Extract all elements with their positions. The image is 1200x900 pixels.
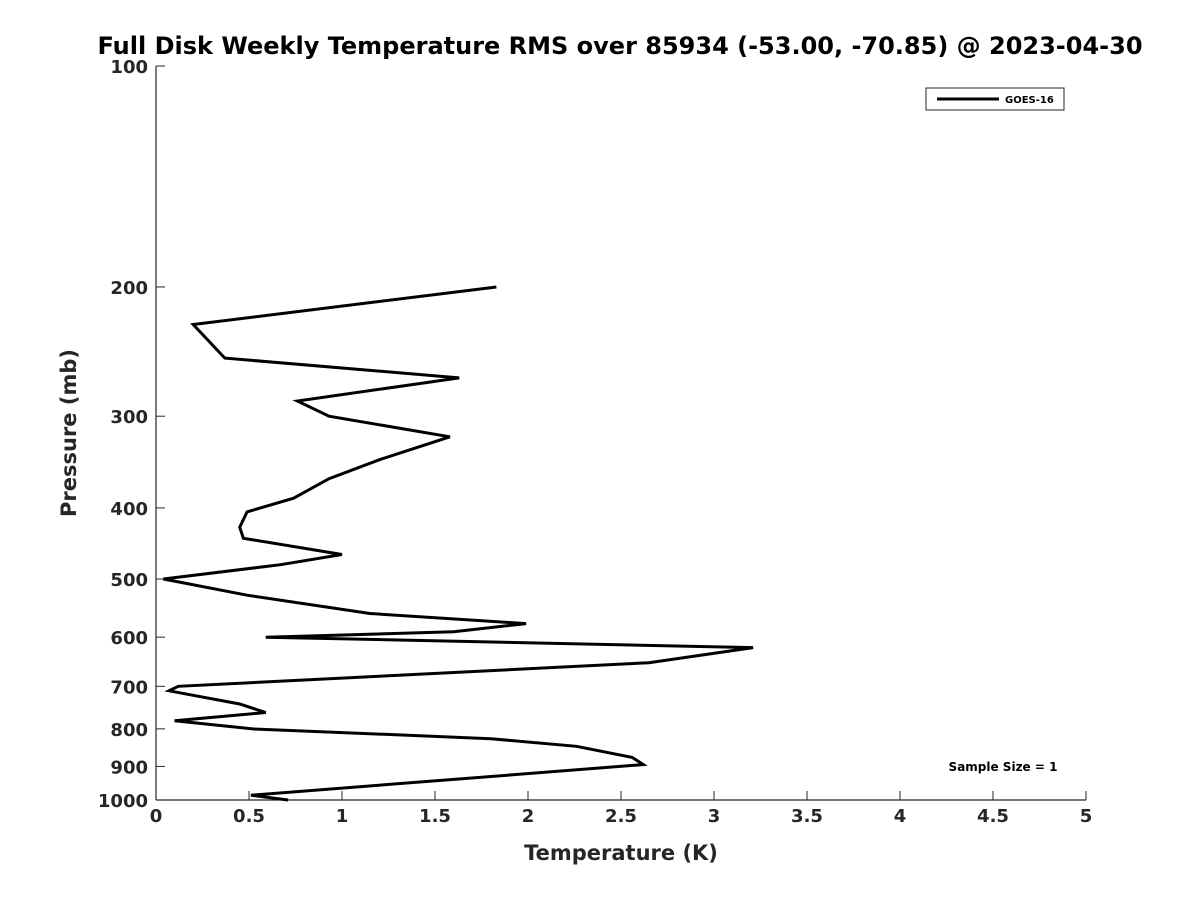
x-tick-label: 1.5 (419, 806, 451, 827)
y-tick-label: 900 (110, 757, 148, 778)
y-tick-label: 100 (110, 57, 148, 78)
x-tick-label: 0 (150, 806, 163, 827)
chart-title: Full Disk Weekly Temperature RMS over 85… (97, 32, 1142, 60)
y-axis-ticks: 100 200 300 400 500 600 700 800 900 1000 (98, 57, 165, 812)
y-tick-label: 500 (110, 570, 148, 591)
legend-label-goes-16: GOES-16 (1005, 95, 1054, 106)
y-tick-label: 400 (110, 499, 148, 520)
y-tick-label: 200 (110, 278, 148, 299)
y-axis-label: Pressure (mb) (57, 349, 81, 517)
y-tick-label: 300 (110, 407, 148, 428)
sample-size-annotation: Sample Size = 1 (949, 760, 1058, 774)
y-tick-label: 700 (110, 677, 148, 698)
x-tick-label: 0.5 (233, 806, 265, 827)
x-tick-label: 2 (522, 806, 535, 827)
y-tick-label: 600 (110, 628, 148, 649)
y-tick-label: 1000 (98, 791, 148, 812)
x-axis-ticks: 0 0.5 1 1.5 2 2.5 3 3.5 4 4.5 5 (150, 791, 1093, 827)
legend: GOES-16 (925, 87, 1065, 111)
x-tick-label: 2.5 (605, 806, 637, 827)
x-axis-label: Temperature (K) (524, 841, 718, 865)
plot-area: 0 0.5 1 1.5 2 2.5 3 3.5 4 4.5 5 100 200 300 400 500 600… (98, 57, 1092, 827)
x-tick-label: 5 (1080, 806, 1093, 827)
x-tick-label: 3.5 (791, 806, 823, 827)
y-tick-label: 800 (110, 720, 148, 741)
x-tick-label: 4.5 (977, 806, 1009, 827)
series-layer (163, 285, 754, 802)
x-tick-label: 1 (336, 806, 349, 827)
x-tick-label: 3 (708, 806, 721, 827)
x-tick-label: 4 (894, 806, 907, 827)
series-line-goes-16 (163, 285, 754, 802)
